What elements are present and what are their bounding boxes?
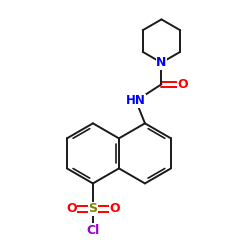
Text: Cl: Cl (86, 224, 100, 237)
Text: HN: HN (126, 94, 146, 107)
Text: S: S (88, 202, 98, 215)
Text: N: N (156, 56, 167, 69)
Text: N: N (156, 56, 167, 69)
Text: O: O (109, 202, 120, 215)
Text: O: O (66, 202, 76, 215)
Text: O: O (178, 78, 188, 91)
